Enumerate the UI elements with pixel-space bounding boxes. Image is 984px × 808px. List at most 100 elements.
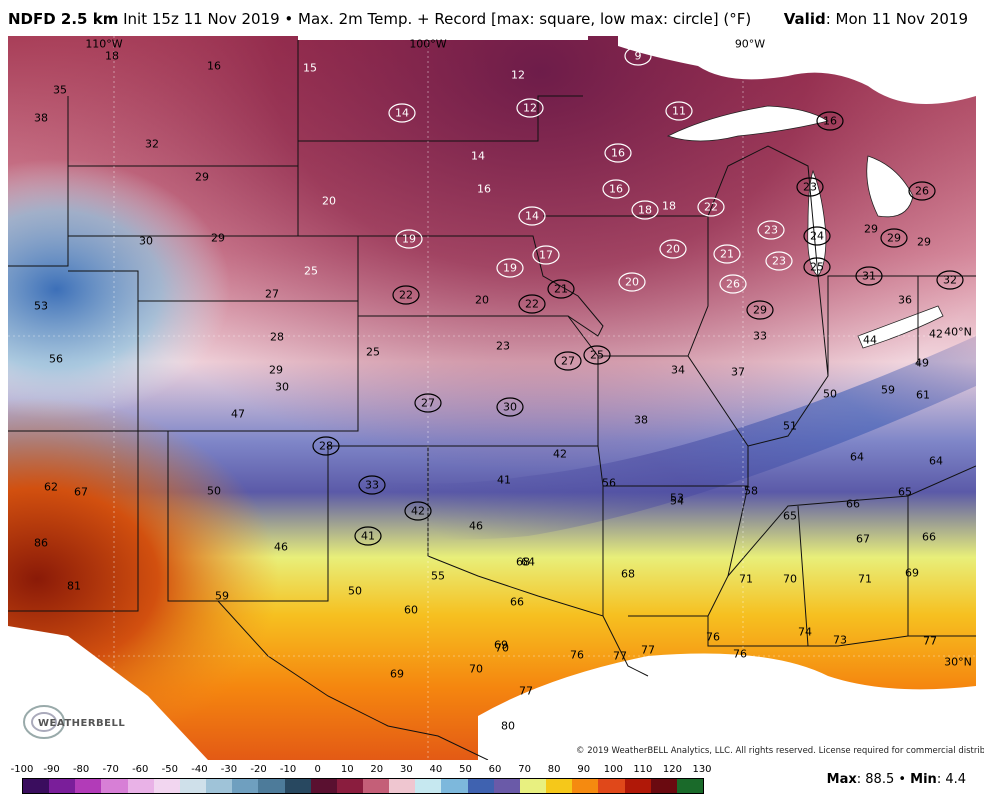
station-value: 59 [881, 384, 895, 397]
station-value: 20 [322, 195, 336, 208]
record-low-max-station: 31 [855, 266, 883, 286]
station-value: 44 [863, 334, 877, 347]
station-value: 46 [274, 541, 288, 554]
record-low-max-station: 16 [602, 179, 630, 199]
texas-mexico-border [168, 600, 489, 760]
station-temperature: 23 [496, 340, 510, 353]
colorbar-swatch [389, 779, 416, 793]
record-circle-icon [746, 300, 774, 320]
station-value: 65 [898, 486, 912, 499]
dakota-border [297, 40, 583, 142]
colorbar-swatch [258, 779, 286, 793]
station-value: 34 [671, 364, 685, 377]
record-circle-icon [624, 46, 652, 66]
station-value: 42 [929, 328, 943, 341]
station-temperature: 12 [523, 102, 537, 115]
station-temperature: 47 [231, 408, 245, 421]
colorbar-swatch [284, 779, 312, 793]
station-temperature: 50 [348, 585, 362, 598]
oklahoma-border [328, 445, 604, 617]
station-value: 23 [496, 340, 510, 353]
record-circle-icon [358, 475, 386, 495]
record-low-max-station: 11 [665, 101, 693, 121]
station-temperature: 67 [74, 486, 88, 499]
station-temperature: 70 [469, 663, 483, 676]
station-value: 69 [905, 567, 919, 580]
record-circle-icon [719, 274, 747, 294]
station-temperature: 77 [923, 635, 937, 648]
station-temperature: 23 [764, 224, 778, 237]
station-value: 80 [501, 720, 515, 733]
record-low-max-station: 16 [816, 111, 844, 131]
station-value: 36 [898, 294, 912, 307]
record-low-max-station: 27 [554, 351, 582, 371]
lake-erie [857, 305, 944, 349]
station-value: 30 [139, 235, 153, 248]
record-circle-icon [496, 258, 524, 278]
station-temperature: 71 [739, 573, 753, 586]
colorbar-swatch [101, 779, 129, 793]
station-temperature: 77 [519, 685, 533, 698]
station-temperature: 30 [503, 401, 517, 414]
max-min-readout: Max: 88.5 • Min: 4.4 [827, 772, 966, 787]
station-temperature: 16 [611, 147, 625, 160]
station-value: 29 [269, 364, 283, 377]
gulf-of-mexico [478, 653, 976, 760]
record-low-max-station: 17 [532, 245, 560, 265]
canada-area [618, 36, 976, 104]
station-value: 64 [929, 455, 943, 468]
station-temperature: 65 [783, 510, 797, 523]
station-temperature: 53 [670, 492, 684, 505]
record-circle-icon [404, 501, 432, 521]
record-low-max-station: 29 [746, 300, 774, 320]
copyright-notice: © 2019 WeatherBELL Analytics, LLC. All r… [576, 746, 984, 756]
station-value: 70 [469, 663, 483, 676]
record-low-max-station: 12 [516, 98, 544, 118]
station-value: 68 [621, 568, 635, 581]
station-temperature: 15 [303, 62, 317, 75]
colorbar-tick-label: -60 [132, 764, 149, 775]
record-circle-icon [713, 244, 741, 264]
station-temperature: 20 [625, 276, 639, 289]
colorbar-tick-label: -100 [10, 764, 34, 775]
station-temperature: 61 [916, 389, 930, 402]
mississippi-border [707, 505, 809, 647]
station-value: 77 [923, 635, 937, 648]
station-temperature: 50 [823, 388, 837, 401]
model-name: NDFD 2.5 km [8, 10, 119, 28]
record-low-max-station: 25 [583, 345, 611, 365]
colorbar-swatch [336, 779, 364, 793]
station-temperature: 58 [744, 485, 758, 498]
station-temperature: 66 [510, 596, 524, 609]
record-low-max-station: 24 [803, 226, 831, 246]
colorbar-swatch [467, 779, 495, 793]
record-low-max-station: 27 [414, 393, 442, 413]
station-temperature: 64 [521, 556, 535, 569]
valid-label: Valid [783, 10, 826, 28]
station-temperature: 76 [733, 648, 747, 661]
record-circle-icon [532, 245, 560, 265]
station-temperature: 27 [265, 288, 279, 301]
record-circle-icon [796, 177, 824, 197]
station-value: 74 [798, 626, 812, 639]
lake-huron [866, 155, 914, 218]
colorbar-tick-label: 30 [399, 764, 413, 775]
station-temperature: 25 [810, 261, 824, 274]
colorbar-tick-label: 100 [603, 764, 623, 775]
station-temperature: 64 [850, 451, 864, 464]
record-circle-icon [414, 393, 442, 413]
station-temperature: 17 [539, 249, 553, 262]
station-value: 64 [850, 451, 864, 464]
station-temperature: 64 [929, 455, 943, 468]
station-value: 50 [823, 388, 837, 401]
tennessee-border [727, 465, 976, 577]
valid-date: : Mon 11 Nov 2019 [825, 10, 968, 28]
station-temperature: 34 [671, 364, 685, 377]
record-circle-icon [583, 345, 611, 365]
station-temperature: 30 [275, 381, 289, 394]
station-temperature: 18 [638, 204, 652, 217]
station-temperature: 21 [720, 248, 734, 261]
station-temperature: 33 [365, 479, 379, 492]
station-value: 49 [915, 357, 929, 370]
station-temperature: 38 [34, 112, 48, 125]
